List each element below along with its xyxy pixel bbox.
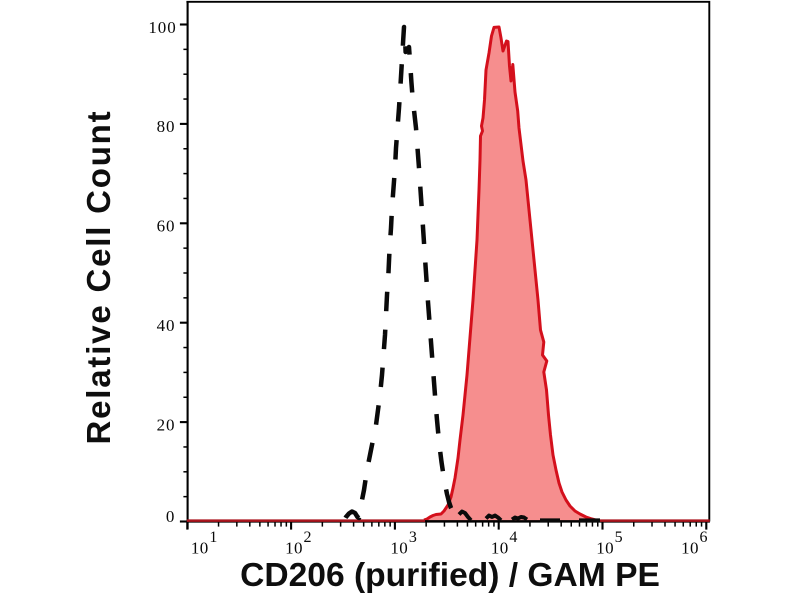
svg-text:80: 80 (157, 117, 176, 136)
svg-text:20: 20 (157, 416, 176, 435)
svg-text:104: 104 (491, 529, 518, 557)
svg-text:105: 105 (596, 529, 623, 557)
svg-text:100: 100 (148, 18, 176, 37)
svg-text:106: 106 (681, 529, 708, 557)
svg-text:60: 60 (157, 217, 176, 236)
svg-text:101: 101 (191, 529, 218, 557)
svg-text:0: 0 (166, 507, 175, 526)
svg-text:103: 103 (390, 529, 417, 557)
svg-text:Relative Cell Count: Relative Cell Count (80, 110, 117, 445)
svg-text:40: 40 (157, 316, 176, 335)
svg-text:CD206 (purified) / GAM PE: CD206 (purified) / GAM PE (240, 557, 660, 594)
svg-text:102: 102 (285, 529, 312, 557)
